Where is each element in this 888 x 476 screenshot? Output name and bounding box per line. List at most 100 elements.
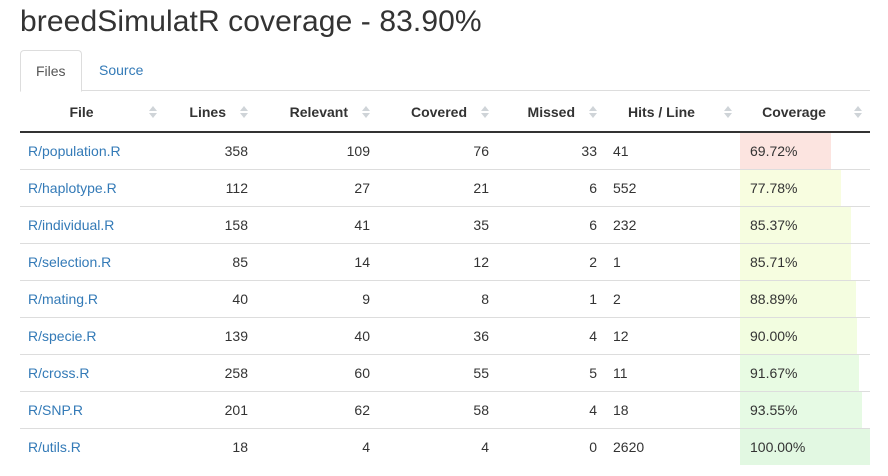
missed-cell: 33 [581, 142, 597, 159]
covered-cell: 58 [378, 390, 497, 428]
column-header-relevant[interactable]: Relevant [256, 92, 378, 133]
coverage-cell: 93.55% [740, 390, 870, 428]
sort-icon [589, 105, 597, 119]
file-cell: R/utils.R [20, 427, 165, 465]
column-header-missed[interactable]: Missed [497, 92, 605, 133]
sort-icon [724, 105, 732, 119]
coverage-bar [740, 280, 856, 317]
tab-source[interactable]: Source [99, 62, 144, 78]
hits-per-line-cell: 232 [605, 205, 740, 243]
column-header-label: Covered [410, 103, 467, 120]
file-cell: R/specie.R [20, 316, 165, 354]
file-cell: R/cross.R [20, 353, 165, 391]
covered-cell: 35 [378, 205, 497, 243]
hits-per-line-cell: 2620 [605, 427, 740, 465]
coverage-value: 85.37% [750, 216, 798, 233]
file-link[interactable]: R/haplotype.R [28, 179, 117, 196]
hits-per-line-cell: 41 [613, 142, 629, 159]
column-header-label: Missed [527, 103, 575, 120]
relevant-cell: 4 [256, 427, 378, 465]
table-row: R/mating.R 40 9 8 1 2 88.89% [20, 279, 870, 317]
covered-cell: 55 [378, 353, 497, 391]
column-header-label: File [69, 103, 94, 120]
file-link[interactable]: R/cross.R [28, 364, 90, 381]
hits-per-line-cell: 12 [605, 316, 740, 354]
relevant-cell: 62 [256, 390, 378, 428]
relevant-cell: 27 [256, 168, 378, 206]
relevant-cell: 60 [256, 353, 378, 391]
coverage-value: 69.72% [750, 142, 798, 159]
coverage-bar [740, 169, 842, 206]
lines-cell: 112 [165, 168, 256, 206]
relevant-cell: 41 [256, 205, 378, 243]
hits-per-line-cell: 1 [605, 242, 740, 280]
lines-cell: 139 [165, 316, 256, 354]
file-cell: R/population.R [20, 132, 165, 169]
coverage-cell: 90.00% [740, 316, 870, 354]
file-link[interactable]: R/population.R [28, 142, 121, 159]
table-row: R/utils.R 18 4 4 0 2620 100.00% [20, 427, 870, 465]
lines-cell: 201 [165, 390, 256, 428]
missed-cell: 1 [497, 279, 605, 317]
table-row: R/cross.R 258 60 55 5 11 91.67% [20, 353, 870, 391]
column-header-hits-per-line[interactable]: Hits / Line [605, 92, 740, 133]
coverage-bar [740, 391, 862, 428]
file-link[interactable]: R/specie.R [28, 327, 97, 344]
file-cell: R/haplotype.R [20, 168, 165, 206]
missed-cell: 2 [497, 242, 605, 280]
column-header-lines[interactable]: Lines [165, 92, 256, 133]
tab-bar: Files Source [20, 50, 870, 92]
file-link[interactable]: R/individual.R [28, 216, 115, 233]
table-header-row: File Lines Relevant Covered Missed Hits … [20, 92, 870, 133]
lines-cell: 358 [224, 142, 248, 159]
coverage-value: 77.78% [750, 179, 798, 196]
tab-files[interactable]: Files [20, 50, 82, 92]
coverage-cell: 69.72% [740, 132, 870, 169]
file-cell: R/mating.R [20, 279, 165, 317]
file-link[interactable]: R/mating.R [28, 290, 99, 307]
file-link[interactable]: R/SNP.R [28, 401, 83, 418]
column-header-file[interactable]: File [20, 92, 165, 133]
sort-icon [240, 105, 248, 119]
file-link[interactable]: R/selection.R [28, 253, 112, 270]
coverage-bar [740, 243, 852, 280]
coverage-bar [740, 206, 851, 243]
page-title: breedSimulatR coverage - 83.90% [20, 5, 482, 38]
missed-cell: 0 [497, 427, 605, 465]
coverage-value: 85.71% [750, 253, 798, 270]
table-row: R/SNP.R 201 62 58 4 18 93.55% [20, 390, 870, 428]
coverage-table: File Lines Relevant Covered Missed Hits … [20, 92, 870, 465]
column-header-covered[interactable]: Covered [378, 92, 497, 133]
column-header-label: Coverage [762, 103, 826, 120]
file-link[interactable]: R/utils.R [28, 438, 81, 455]
coverage-cell: 88.89% [740, 279, 870, 317]
table-body: R/population.R 358 109 76 33 41 69.72% R/haplot… [20, 132, 870, 465]
relevant-cell: 109 [346, 142, 370, 159]
coverage-cell: 91.67% [740, 353, 870, 391]
file-cell: R/individual.R [20, 205, 165, 243]
relevant-cell: 40 [256, 316, 378, 354]
sort-icon [149, 105, 157, 119]
column-header-label: Lines [189, 103, 226, 120]
coverage-cell: 85.71% [740, 242, 870, 280]
table-row: R/individual.R 158 41 35 6 232 85.37% [20, 205, 870, 243]
coverage-bar [740, 317, 857, 354]
coverage-bar [740, 428, 870, 465]
missed-cell: 4 [497, 390, 605, 428]
table-row: R/haplotype.R 112 27 21 6 552 77.78% [20, 168, 870, 206]
lines-cell: 158 [165, 205, 256, 243]
lines-cell: 18 [165, 427, 256, 465]
coverage-cell: 100.00% [740, 427, 870, 465]
table-row: R/population.R 358 109 76 33 41 69.72% [20, 132, 870, 169]
column-header-coverage[interactable]: Coverage [740, 92, 870, 133]
file-cell: R/SNP.R [20, 390, 165, 428]
covered-cell: 12 [378, 242, 497, 280]
column-header-label: Relevant [289, 103, 348, 120]
coverage-value: 90.00% [750, 327, 798, 344]
coverage-value: 91.67% [750, 364, 798, 381]
lines-cell: 40 [165, 279, 256, 317]
coverage-value: 100.00% [750, 438, 806, 455]
table-row: R/specie.R 139 40 36 4 12 90.00% [20, 316, 870, 354]
coverage-bar [740, 133, 831, 169]
